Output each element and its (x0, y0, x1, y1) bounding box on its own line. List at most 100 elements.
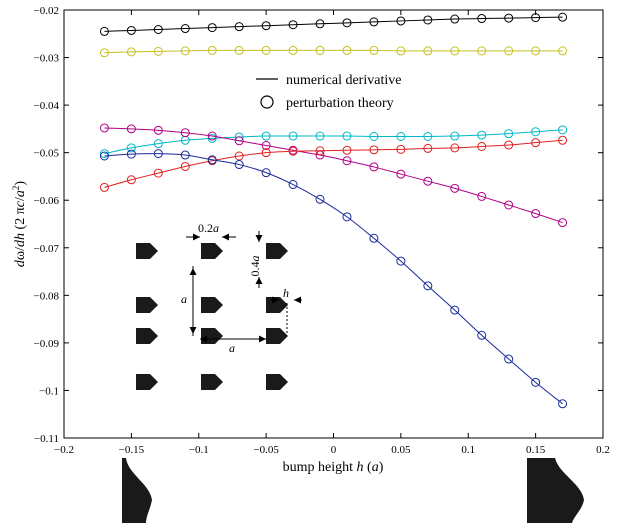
data-point (531, 127, 541, 137)
data-point (423, 46, 433, 56)
legend-entry-perturbation: perturbation theory (286, 96, 394, 111)
data-point (558, 46, 568, 56)
data-point (153, 139, 163, 149)
data-point (99, 26, 109, 36)
data-point (531, 377, 541, 387)
data-point (207, 155, 217, 165)
data-point (288, 180, 298, 190)
data-point (126, 175, 136, 185)
inset-annotations: 0.2a 0.4a a a h (181, 221, 302, 355)
data-point (315, 131, 325, 141)
data-point (396, 256, 406, 266)
x-tick-label: 0.05 (391, 444, 411, 456)
data-point (558, 12, 568, 22)
data-point (369, 145, 379, 155)
data-point (99, 48, 109, 58)
data-point (342, 131, 352, 141)
y-tick-label: −0.1 (39, 385, 59, 397)
data-point (423, 131, 433, 141)
data-point (342, 156, 352, 166)
data-point (369, 17, 379, 27)
data-point (531, 46, 541, 56)
y-tick-label: −0.08 (34, 290, 60, 302)
rod-shape (136, 374, 158, 390)
data-point (558, 218, 568, 228)
data-point (396, 16, 406, 26)
rod-shape (136, 297, 158, 313)
data-point (531, 13, 541, 23)
series-3 (99, 123, 568, 228)
x-tick-label: −0.1 (189, 444, 209, 456)
inset-height-label: 0.4a (248, 256, 262, 277)
series-4 (99, 135, 568, 192)
data-point (261, 45, 271, 55)
data-point (342, 212, 352, 222)
x-tick-label: −0.15 (119, 444, 145, 456)
data-point (99, 182, 109, 192)
data-point (315, 146, 325, 156)
rod-shape (201, 297, 223, 313)
data-point (423, 281, 433, 291)
legend-entry-numerical: numerical derivative (286, 73, 401, 88)
data-point (450, 143, 460, 153)
data-point (558, 135, 568, 145)
data-point (234, 160, 244, 170)
data-point (153, 24, 163, 34)
inset-spacing-v-label: a (181, 292, 187, 306)
legend: numerical derivative perturbation theory (256, 73, 401, 111)
axis-ticks (63, 9, 604, 439)
x-tick-label: 0.2 (596, 444, 610, 456)
inset-width-label: 0.2a (198, 221, 219, 235)
rod-shape (266, 374, 288, 390)
data-point (261, 148, 271, 158)
data-point (153, 46, 163, 56)
inset-bump-label: h (283, 286, 289, 300)
data-point (504, 46, 514, 56)
x-tick-label: −0.05 (253, 444, 279, 456)
data-point (450, 183, 460, 193)
data-point (261, 131, 271, 141)
series-line (104, 127, 563, 224)
data-point (558, 125, 568, 135)
y-tick-label: −0.11 (34, 433, 59, 445)
data-point (369, 233, 379, 243)
data-point (180, 24, 190, 34)
data-point (396, 169, 406, 179)
inset-lattice-top (136, 243, 288, 259)
data-point (369, 131, 379, 141)
data-point (504, 200, 514, 210)
data-point (261, 168, 271, 178)
series-line (104, 16, 563, 32)
data-point (504, 140, 514, 150)
data-point (531, 138, 541, 148)
data-point (126, 149, 136, 159)
data-point (477, 46, 487, 56)
data-point (234, 136, 244, 146)
data-point (423, 15, 433, 25)
data-point (504, 354, 514, 364)
x-tick-label: 0 (331, 444, 337, 456)
data-point (450, 305, 460, 315)
y-tick-label: −0.03 (34, 53, 60, 65)
data-point (450, 46, 460, 56)
data-point (99, 149, 109, 159)
rod-shape (201, 243, 223, 259)
data-point (423, 143, 433, 153)
data-point (234, 151, 244, 161)
data-point (342, 18, 352, 28)
rod-shape (136, 243, 158, 259)
y-tick-label: −0.05 (34, 148, 60, 160)
series-layer (99, 12, 568, 409)
data-point (504, 13, 514, 23)
data-point (234, 45, 244, 55)
data-point (477, 14, 487, 24)
data-point (477, 330, 487, 340)
data-point (369, 45, 379, 55)
data-point (99, 151, 109, 161)
data-point (207, 133, 217, 143)
data-point (342, 45, 352, 55)
data-point (180, 128, 190, 138)
series-2 (99, 125, 568, 159)
y-tick-label: −0.07 (34, 243, 60, 255)
inset-spacing-h-label: a (229, 341, 235, 355)
